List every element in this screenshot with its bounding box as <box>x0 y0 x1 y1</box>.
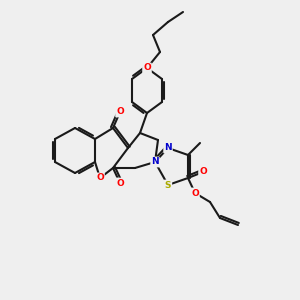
Text: N: N <box>164 143 172 152</box>
Text: O: O <box>96 173 104 182</box>
Text: O: O <box>191 188 199 197</box>
Text: O: O <box>116 178 124 188</box>
Text: O: O <box>199 167 207 176</box>
Text: O: O <box>116 107 124 116</box>
Text: O: O <box>143 64 151 73</box>
Text: N: N <box>151 158 159 166</box>
Text: S: S <box>165 181 171 190</box>
